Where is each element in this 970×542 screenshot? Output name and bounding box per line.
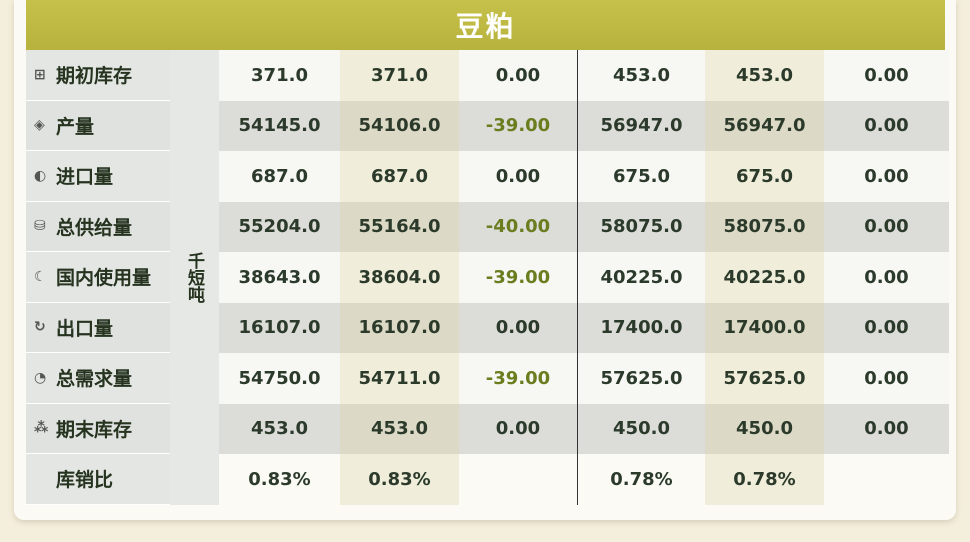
table-cell: 450.0 [578,403,705,454]
table-cell: 0.00 [824,252,949,303]
table-cell: 0.00 [824,353,949,404]
table-cell: 56947.0 [578,100,705,151]
row-label: ◔ 总需求量 [26,353,170,404]
table-cell: 38643.0 [219,252,340,303]
row-label-text: 国内使用量 [56,267,152,290]
table-title: 豆粕 [26,0,945,50]
table-cell: 16107.0 [219,302,340,353]
row-label: ◐ 进口量 [26,151,170,202]
balance-table: 千短吨 ⊞ 期初库存 371.0 371.0 0.00 453.0 453.0 0.00 ◈ 产量… [26,50,949,505]
unit-label: 千短吨 [170,50,219,505]
table-cell: 55204.0 [219,201,340,252]
table-cell: 54711.0 [340,353,459,404]
table-cell [824,454,949,505]
table-cell: 687.0 [340,151,459,202]
table-cell: 675.0 [578,151,705,202]
table-cell: 675.0 [705,151,824,202]
table-cell: 371.0 [219,50,340,101]
table-cell: 54106.0 [340,100,459,151]
row-label-text: 产量 [56,115,95,138]
table-cell: 40225.0 [578,252,705,303]
table-cell: 0.78% [705,454,824,505]
table-cell: 16107.0 [340,302,459,353]
row-label-text: 总需求量 [56,368,133,391]
table-cell: 453.0 [705,50,824,101]
table-cell: -39.00 [459,100,578,151]
table-cell: 38604.0 [340,252,459,303]
export-icon: ↻ [34,319,46,336]
import-icon: ◐ [34,167,47,184]
row-label: ⊞ 期初库存 [26,50,170,101]
row-label-text: 总供给量 [56,216,133,239]
row-label: ⛁ 总供给量 [26,201,170,252]
table-cell: 0.00 [824,50,949,101]
table-cell: 0.00 [824,201,949,252]
table-cell: 371.0 [340,50,459,101]
layers-icon: ◈ [34,117,45,134]
row-label: ↻ 出口量 [26,302,170,353]
boxes-icon: ⁂ [34,420,49,437]
table-cell: -39.00 [459,353,578,404]
row-label-text: 进口量 [56,166,114,189]
row-label: ◈ 产量 [26,100,170,151]
table-cell: 453.0 [340,403,459,454]
table-cell: 0.00 [459,50,578,101]
table-cell: 17400.0 [705,302,824,353]
row-label: ⁂ 期末库存 [26,403,170,454]
table-cell: 453.0 [219,403,340,454]
table-cell: 0.83% [219,454,340,505]
table-cell: 40225.0 [705,252,824,303]
table-cell: -39.00 [459,252,578,303]
row-label: ☾ 国内使用量 [26,252,170,303]
pie-icon: ◔ [34,369,47,386]
row-label-text: 出口量 [56,317,114,340]
table-cell: 687.0 [219,151,340,202]
supply-icon: ⛁ [34,218,46,235]
moon-icon: ☾ [34,268,47,285]
table-cell: 0.00 [459,151,578,202]
table-cell [459,454,578,505]
row-label: 库销比 [26,454,170,505]
table-cell: 58075.0 [578,201,705,252]
table-cell: 0.00 [459,302,578,353]
table-cell: 0.00 [824,302,949,353]
table-cell: 54750.0 [219,353,340,404]
table-cell: 55164.0 [340,201,459,252]
table-cell: 56947.0 [705,100,824,151]
row-label-text: 期末库存 [56,418,133,441]
stack-icon: ⊞ [34,66,46,83]
table-cell: 450.0 [705,403,824,454]
table-cell: 0.00 [824,403,949,454]
row-label-text: 库销比 [56,469,114,492]
table-cell: 57625.0 [705,353,824,404]
table-cell: 54145.0 [219,100,340,151]
table-cell: -40.00 [459,201,578,252]
row-label-text: 期初库存 [56,65,133,88]
table-cell: 58075.0 [705,201,824,252]
table-cell: 17400.0 [578,302,705,353]
table-cell: 0.83% [340,454,459,505]
table-cell: 453.0 [578,50,705,101]
table-cell: 57625.0 [578,353,705,404]
table-cell: 0.00 [459,403,578,454]
table-cell: 0.00 [824,100,949,151]
table-cell: 0.78% [578,454,705,505]
table-cell: 0.00 [824,151,949,202]
